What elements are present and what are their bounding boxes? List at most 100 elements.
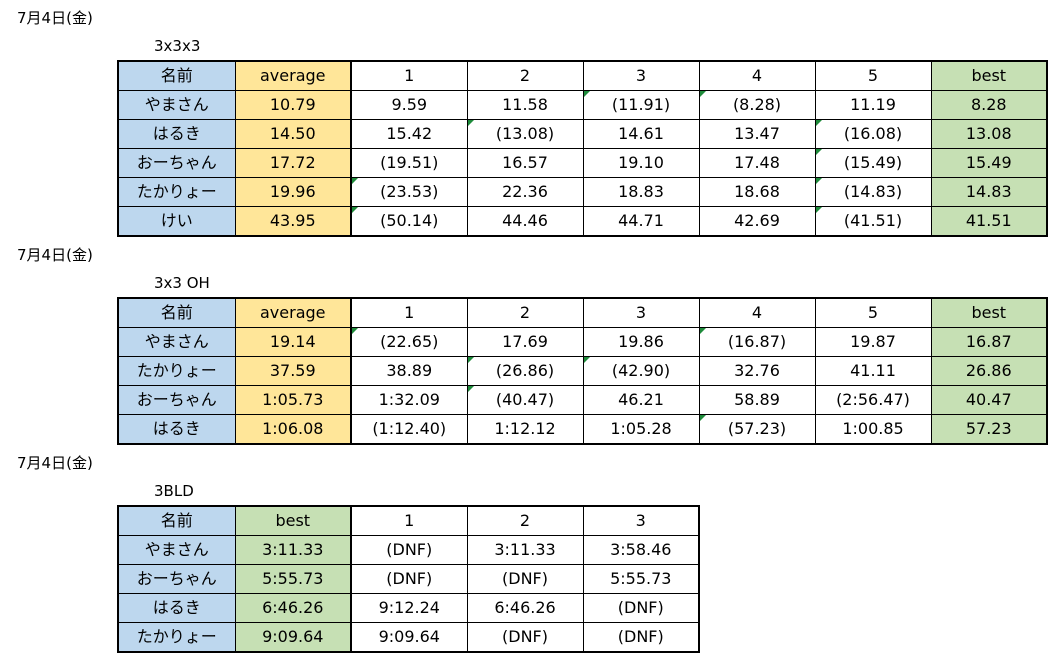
- average-cell[interactable]: 43.95: [234, 206, 352, 237]
- header-solve-3[interactable]: 3: [582, 60, 700, 91]
- solve-cell[interactable]: 58.89: [698, 385, 816, 415]
- solve-cell[interactable]: 9.59: [350, 90, 468, 120]
- competitor-name[interactable]: やまさん: [117, 535, 236, 565]
- solve-cell[interactable]: (23.53): [350, 177, 468, 207]
- solve-cell[interactable]: (15.49): [814, 148, 932, 178]
- header-solve-5[interactable]: 5: [814, 60, 932, 91]
- solve-cell[interactable]: (40.47): [466, 385, 584, 415]
- header-best[interactable]: best: [930, 297, 1048, 328]
- solve-cell[interactable]: 32.76: [698, 356, 816, 386]
- header-solve-4[interactable]: 4: [698, 297, 816, 328]
- average-cell[interactable]: 37.59: [234, 356, 352, 386]
- solve-cell[interactable]: (16.87): [698, 327, 816, 357]
- best-cell[interactable]: 40.47: [930, 385, 1048, 415]
- solve-cell[interactable]: 1:32.09: [350, 385, 468, 415]
- competitor-name[interactable]: やまさん: [117, 327, 236, 357]
- solve-cell[interactable]: 1:12.12: [466, 414, 584, 445]
- solve-cell[interactable]: 44.71: [582, 206, 700, 237]
- header-name[interactable]: 名前: [117, 297, 236, 328]
- header-solve-2[interactable]: 2: [466, 297, 584, 328]
- competitor-name[interactable]: けい: [117, 206, 236, 237]
- competitor-name[interactable]: はるき: [117, 593, 236, 623]
- solve-cell[interactable]: 3:58.46: [582, 535, 700, 565]
- average-cell[interactable]: 14.50: [234, 119, 352, 149]
- best-cell[interactable]: 8.28: [930, 90, 1048, 120]
- solve-cell[interactable]: 11.58: [466, 90, 584, 120]
- header-solve-1[interactable]: 1: [350, 297, 468, 328]
- solve-cell[interactable]: (16.08): [814, 119, 932, 149]
- solve-cell[interactable]: (50.14): [350, 206, 468, 237]
- header-solve-1[interactable]: 1: [350, 505, 468, 536]
- competitor-name[interactable]: たかりょー: [117, 356, 236, 386]
- solve-cell[interactable]: 1:00.85: [814, 414, 932, 445]
- header-solve-2[interactable]: 2: [466, 60, 584, 91]
- solve-cell[interactable]: 38.89: [350, 356, 468, 386]
- solve-cell[interactable]: (DNF): [582, 622, 700, 653]
- solve-cell[interactable]: 14.61: [582, 119, 700, 149]
- header-solve-4[interactable]: 4: [698, 60, 816, 91]
- solve-cell[interactable]: 18.68: [698, 177, 816, 207]
- competitor-name[interactable]: おーちゃん: [117, 564, 236, 594]
- header-best[interactable]: best: [234, 505, 352, 536]
- solve-cell[interactable]: 22.36: [466, 177, 584, 207]
- solve-cell[interactable]: 3:11.33: [466, 535, 584, 565]
- best-cell[interactable]: 13.08: [930, 119, 1048, 149]
- competitor-name[interactable]: たかりょー: [117, 622, 236, 653]
- solve-cell[interactable]: 46.21: [582, 385, 700, 415]
- best-cell[interactable]: 5:55.73: [234, 564, 352, 594]
- header-solve-2[interactable]: 2: [466, 505, 584, 536]
- solve-cell[interactable]: (DNF): [466, 564, 584, 594]
- header-best[interactable]: best: [930, 60, 1048, 91]
- solve-cell[interactable]: (19.51): [350, 148, 468, 178]
- competitor-name[interactable]: たかりょー: [117, 177, 236, 207]
- solve-cell[interactable]: 17.69: [466, 327, 584, 357]
- average-cell[interactable]: 10.79: [234, 90, 352, 120]
- solve-cell[interactable]: 17.48: [698, 148, 816, 178]
- solve-cell[interactable]: 41.11: [814, 356, 932, 386]
- best-cell[interactable]: 9:09.64: [234, 622, 352, 653]
- solve-cell[interactable]: 11.19: [814, 90, 932, 120]
- best-cell[interactable]: 6:46.26: [234, 593, 352, 623]
- solve-cell[interactable]: (13.08): [466, 119, 584, 149]
- solve-cell[interactable]: 19.87: [814, 327, 932, 357]
- average-cell[interactable]: 19.14: [234, 327, 352, 357]
- average-cell[interactable]: 17.72: [234, 148, 352, 178]
- solve-cell[interactable]: 16.57: [466, 148, 584, 178]
- competitor-name[interactable]: はるき: [117, 414, 236, 445]
- header-solve-3[interactable]: 3: [582, 297, 700, 328]
- solve-cell[interactable]: 42.69: [698, 206, 816, 237]
- solve-cell[interactable]: (42.90): [582, 356, 700, 386]
- best-cell[interactable]: 57.23: [930, 414, 1048, 445]
- solve-cell[interactable]: 15.42: [350, 119, 468, 149]
- solve-cell[interactable]: (DNF): [466, 622, 584, 653]
- header-solve-1[interactable]: 1: [350, 60, 468, 91]
- best-cell[interactable]: 3:11.33: [234, 535, 352, 565]
- solve-cell[interactable]: (26.86): [466, 356, 584, 386]
- solve-cell[interactable]: (41.51): [814, 206, 932, 237]
- solve-cell[interactable]: 44.46: [466, 206, 584, 237]
- best-cell[interactable]: 26.86: [930, 356, 1048, 386]
- header-name[interactable]: 名前: [117, 60, 236, 91]
- best-cell[interactable]: 14.83: [930, 177, 1048, 207]
- solve-cell[interactable]: (22.65): [350, 327, 468, 357]
- header-average[interactable]: average: [234, 297, 352, 328]
- average-cell[interactable]: 19.96: [234, 177, 352, 207]
- solve-cell[interactable]: 9:09.64: [350, 622, 468, 653]
- solve-cell[interactable]: (14.83): [814, 177, 932, 207]
- header-average[interactable]: average: [234, 60, 352, 91]
- solve-cell[interactable]: (1:12.40): [350, 414, 468, 445]
- header-name[interactable]: 名前: [117, 505, 236, 536]
- solve-cell[interactable]: (DNF): [350, 535, 468, 565]
- solve-cell[interactable]: (2:56.47): [814, 385, 932, 415]
- solve-cell[interactable]: (DNF): [350, 564, 468, 594]
- solve-cell[interactable]: 18.83: [582, 177, 700, 207]
- solve-cell[interactable]: 1:05.28: [582, 414, 700, 445]
- competitor-name[interactable]: やまさん: [117, 90, 236, 120]
- average-cell[interactable]: 1:05.73: [234, 385, 352, 415]
- solve-cell[interactable]: 6:46.26: [466, 593, 584, 623]
- header-solve-3[interactable]: 3: [582, 505, 700, 536]
- solve-cell[interactable]: (11.91): [582, 90, 700, 120]
- best-cell[interactable]: 16.87: [930, 327, 1048, 357]
- competitor-name[interactable]: おーちゃん: [117, 148, 236, 178]
- solve-cell[interactable]: 19.10: [582, 148, 700, 178]
